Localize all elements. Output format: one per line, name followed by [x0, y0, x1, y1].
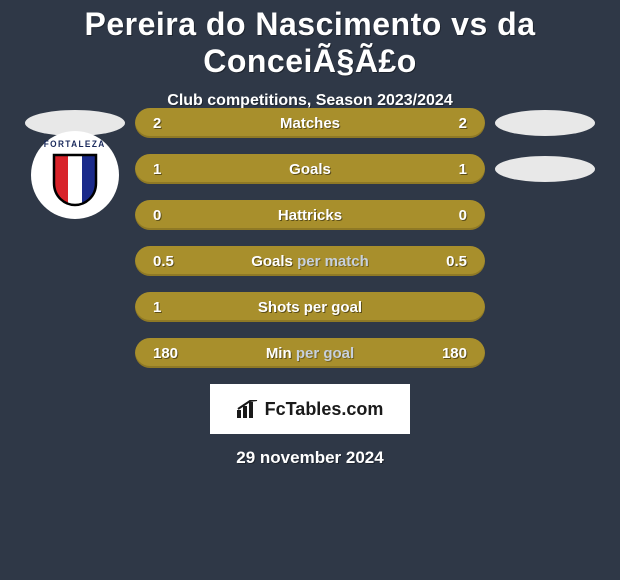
left-slot: FORTALEZA: [15, 125, 135, 213]
stat-left-value: 1: [153, 299, 193, 316]
footer-date: 29 november 2024: [0, 448, 620, 468]
stat-right-value: 1: [427, 161, 467, 178]
page-title: Pereira do Nascimento vs da ConceiÃ§Ã£o: [0, 0, 620, 80]
stat-right-value: 0.5: [427, 253, 467, 270]
stat-left-value: 2: [153, 115, 193, 132]
stat-bar-min-per-goal: 180 Min per goal 180: [135, 338, 485, 368]
player-ellipse-right: [495, 110, 595, 136]
stat-bar-shots-per-goal: 1 Shots per goal: [135, 292, 485, 322]
right-slot: [485, 156, 605, 182]
watermark: FcTables.com: [210, 384, 410, 434]
stat-bar-goals-per-match: 0.5 Goals per match 0.5: [135, 246, 485, 276]
crest-shield-icon: [52, 153, 98, 207]
stat-left-value: 1: [153, 161, 193, 178]
stat-left-value: 0: [153, 207, 193, 224]
stat-row: 0.5 Goals per match 0.5: [0, 246, 620, 276]
player-ellipse-right: [495, 156, 595, 182]
stat-row: 1 Shots per goal: [0, 292, 620, 322]
stat-bar-hattricks: 0 Hattricks 0: [135, 200, 485, 230]
stat-left-value: 180: [153, 345, 193, 362]
watermark-text: FcTables.com: [265, 399, 384, 420]
club-crest-fortaleza: FORTALEZA: [31, 131, 119, 219]
stat-row: FORTALEZA: [0, 154, 620, 184]
comparison-card: Pereira do Nascimento vs da ConceiÃ§Ã£o …: [0, 0, 620, 580]
stat-right-value: 2: [427, 115, 467, 132]
stats-area: 2 Matches 2 FORTALEZA: [0, 108, 620, 468]
fctables-logo-icon: [237, 400, 259, 418]
stat-left-value: 0.5: [153, 253, 193, 270]
right-slot: [485, 110, 605, 136]
crest-arc-text: FORTALEZA: [44, 139, 106, 149]
stat-bar-matches: 2 Matches 2: [135, 108, 485, 138]
stat-right-value: 180: [427, 345, 467, 362]
stat-right-value: 0: [427, 207, 467, 224]
stat-row: 180 Min per goal 180: [0, 338, 620, 368]
stat-bar-goals: 1 Goals 1: [135, 154, 485, 184]
